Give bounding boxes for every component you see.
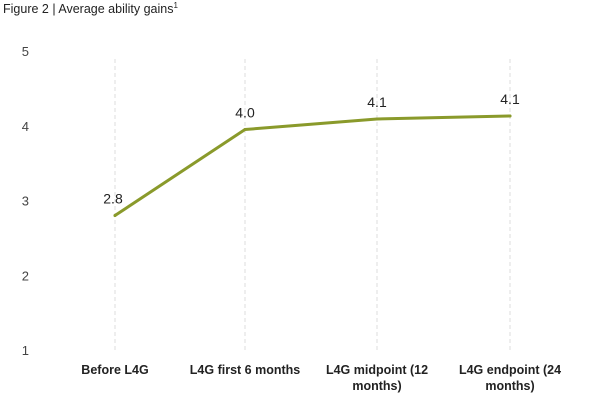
data-label-4: 4.1 bbox=[500, 91, 520, 107]
data-point-4 bbox=[508, 114, 512, 118]
y-tick-label-3: 3 bbox=[22, 194, 29, 209]
y-tick-label-2: 2 bbox=[22, 268, 29, 283]
x-tick-label-4-line-2: months) bbox=[485, 379, 534, 393]
data-label-2: 4.0 bbox=[235, 104, 255, 120]
x-tick-label-3-line-1: L4G midpoint (12 bbox=[326, 363, 428, 377]
figure-title: Figure 2 | Average ability gains1 bbox=[3, 0, 178, 16]
x-tick-label-3-line-2: months) bbox=[352, 379, 401, 393]
data-label-1: 2.8 bbox=[103, 190, 123, 206]
series-line-1 bbox=[113, 114, 512, 217]
data-point-1 bbox=[113, 213, 117, 217]
data-label-3: 4.1 bbox=[367, 94, 387, 110]
data-point-3 bbox=[375, 117, 379, 121]
y-tick-label-1: 1 bbox=[22, 343, 29, 358]
figure-title-footnote: 1 bbox=[173, 0, 178, 10]
x-tick-label-2: L4G first 6 months bbox=[190, 363, 300, 377]
x-tick-label-1: Before L4G bbox=[81, 363, 148, 377]
x-tick-label-4-line-1: L4G endpoint (24 bbox=[459, 363, 561, 377]
data-point-2 bbox=[243, 127, 247, 131]
figure-title-text: Figure 2 | Average ability gains bbox=[3, 2, 174, 16]
y-tick-label-5: 5 bbox=[22, 44, 29, 59]
y-tick-label-4: 4 bbox=[22, 119, 29, 134]
